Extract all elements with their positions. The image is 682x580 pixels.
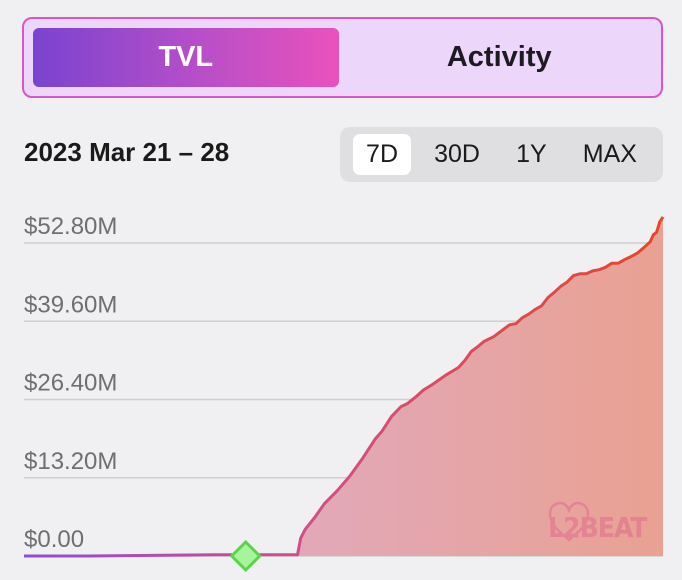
- event-marker[interactable]: [229, 539, 262, 573]
- y-tick-label: $52.80M: [24, 213, 117, 240]
- y-tick-label: $0.00: [24, 526, 84, 553]
- range-max-button[interactable]: MAX: [582, 140, 637, 168]
- range-7d-button[interactable]: 7D: [353, 134, 412, 175]
- y-tick-label: $13.20M: [24, 448, 117, 475]
- y-tick-label: $26.40M: [24, 370, 117, 397]
- y-tick-label: $39.60M: [24, 291, 117, 318]
- time-range-selector: 7D 30D 1Y MAX: [340, 127, 663, 182]
- date-range-label: 2023 Mar 21 – 28: [24, 137, 230, 167]
- tvl-area: [24, 216, 663, 556]
- range-30d-button[interactable]: 30D: [434, 140, 480, 168]
- watermark-text: L2BEAT: [548, 511, 648, 544]
- range-1y-button[interactable]: 1Y: [516, 140, 547, 168]
- tvl-line: [24, 216, 665, 558]
- tab-activity[interactable]: Activity: [446, 41, 552, 73]
- view-tabs: TVL Activity: [22, 17, 663, 98]
- watermark-heart-icon: [548, 501, 590, 542]
- tab-tvl[interactable]: TVL: [33, 28, 339, 87]
- l2beat-watermark: L2BEAT: [548, 501, 649, 544]
